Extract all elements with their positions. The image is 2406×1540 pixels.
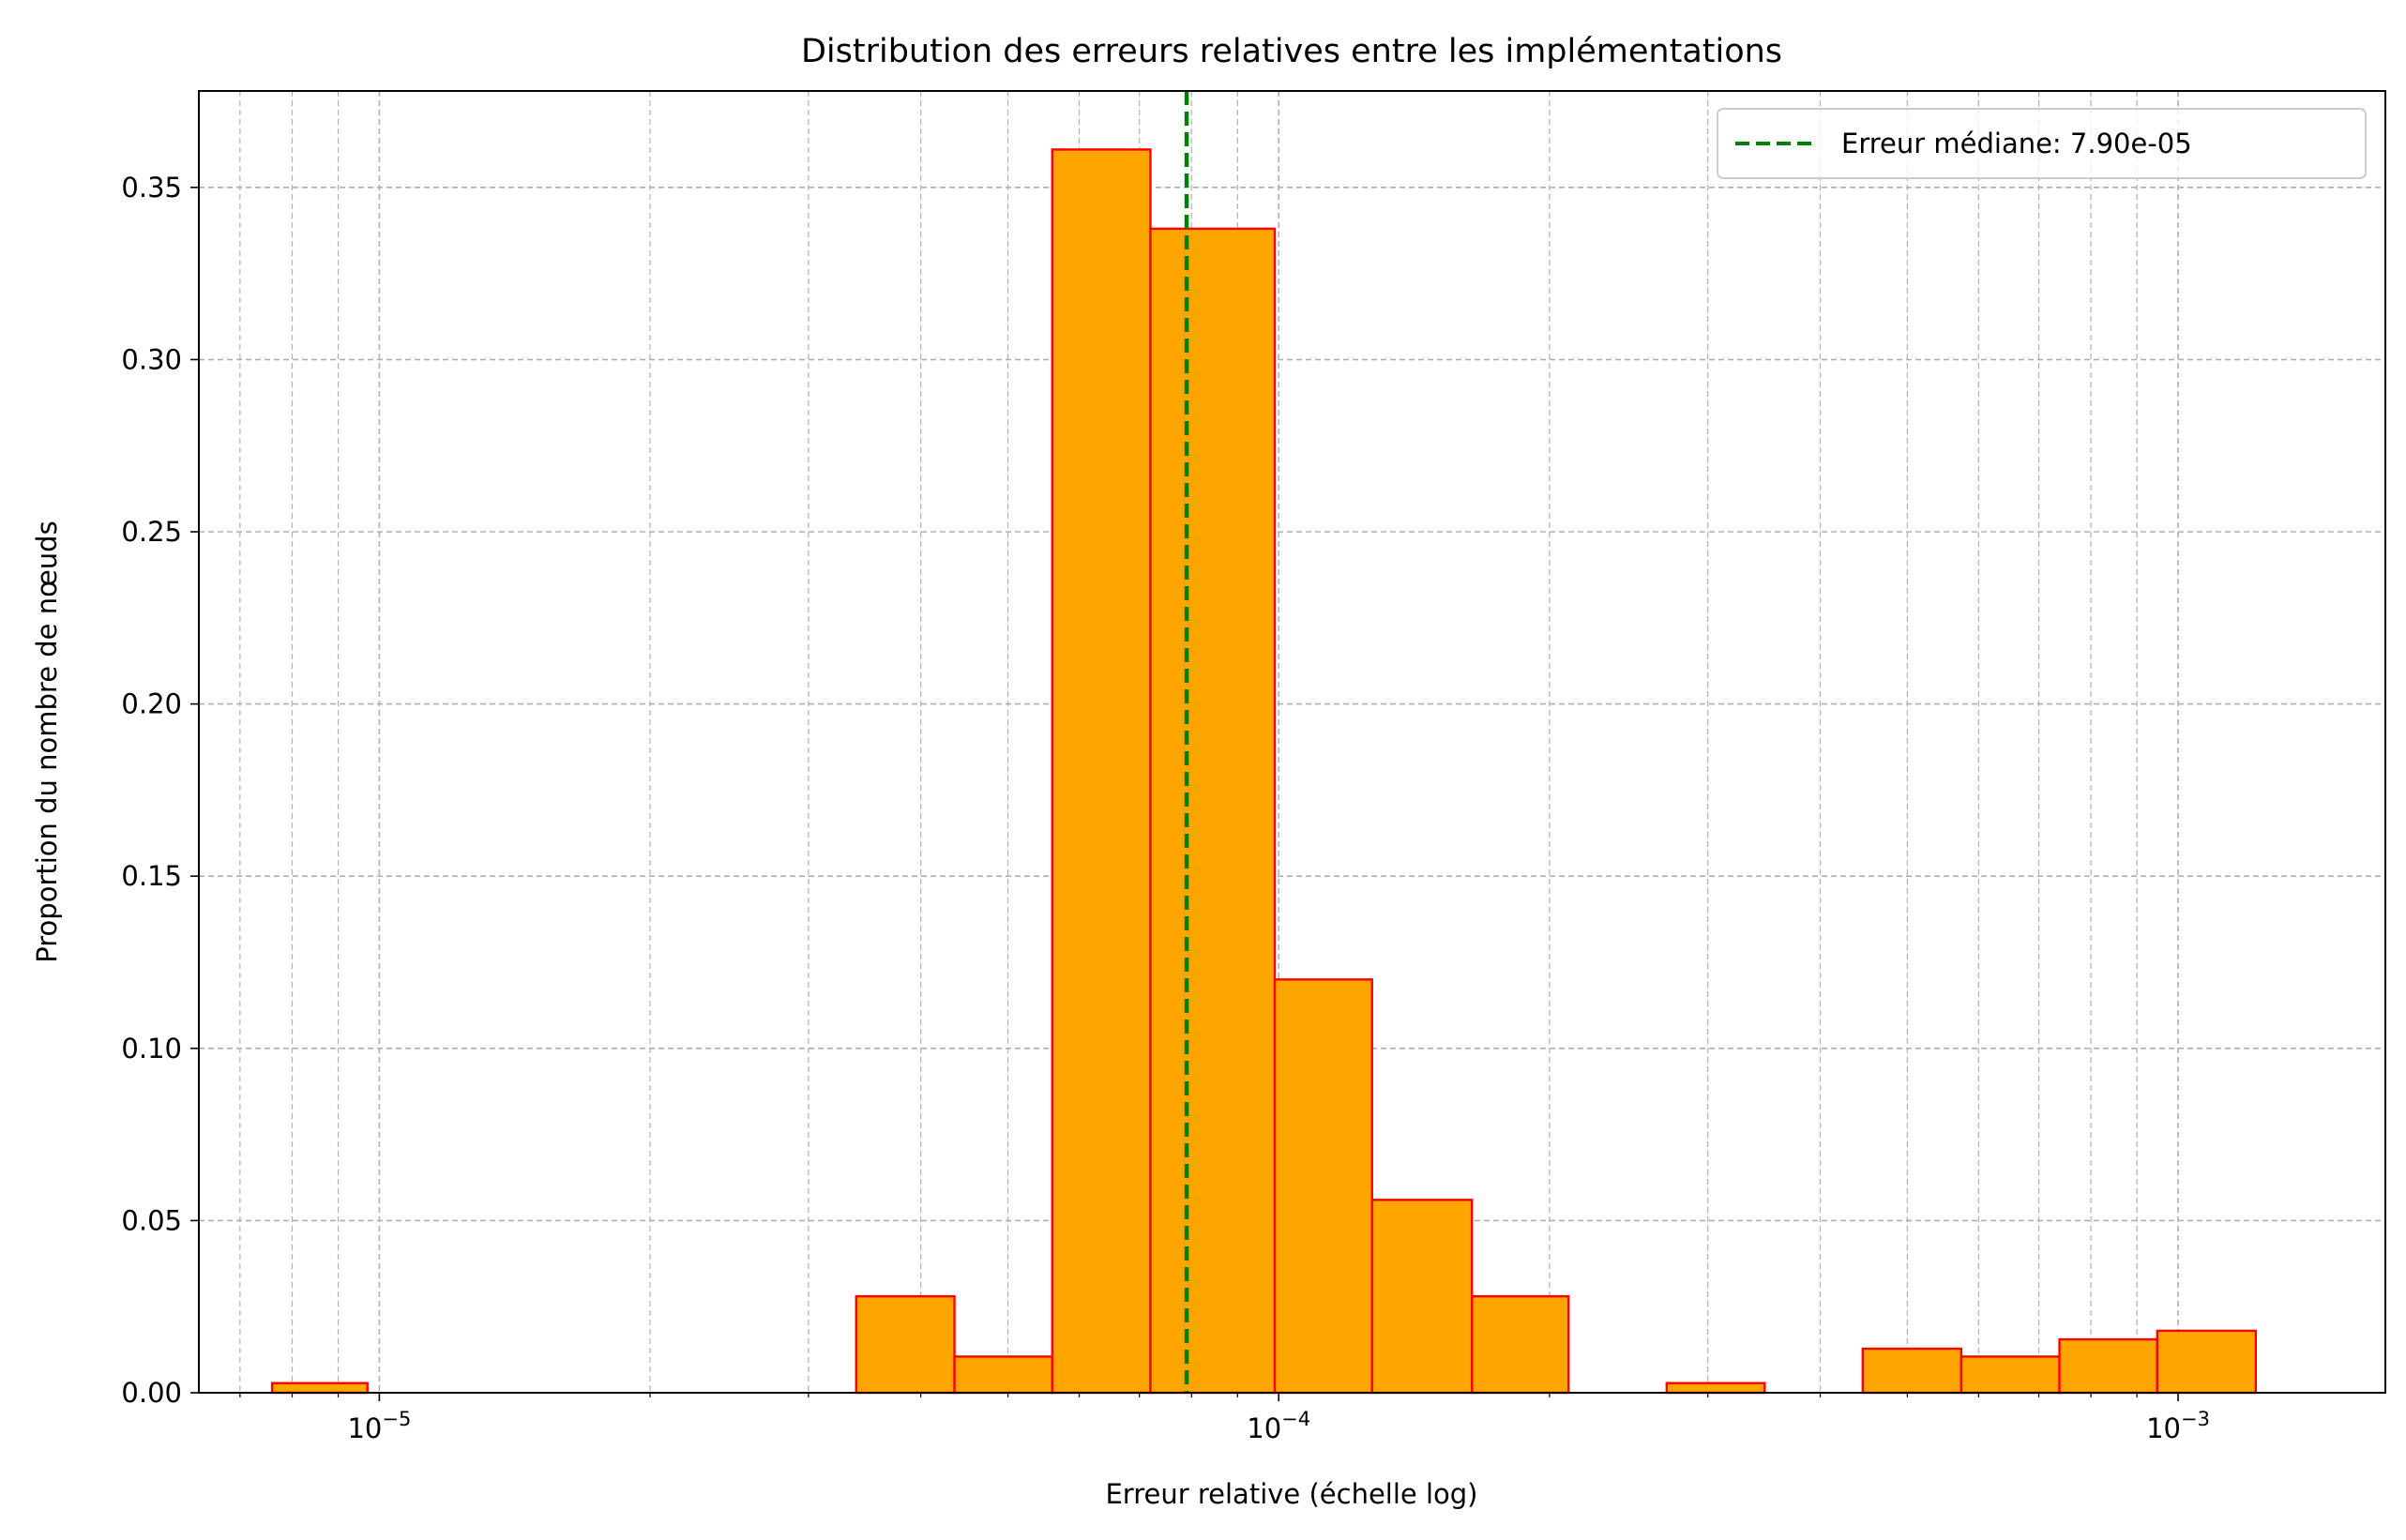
y-tick-label: 0.10 (121, 1033, 182, 1064)
chart-title: Distribution des erreurs relatives entre… (801, 33, 1782, 70)
y-tick-label: 0.35 (121, 172, 182, 204)
y-tick-label: 0.00 (121, 1377, 182, 1409)
histogram-bar (953, 1355, 1053, 1395)
histogram-bar (2156, 1329, 2258, 1395)
y-tick-label: 0.25 (121, 516, 182, 548)
histogram-bar (1149, 227, 1277, 1395)
y-tick-label: 0.30 (121, 343, 182, 375)
y-tick-label: 0.15 (121, 860, 182, 892)
histogram-bar (2058, 1337, 2159, 1395)
histogram-bar (1471, 1294, 1570, 1395)
legend-box (1717, 108, 2367, 179)
y-axis-label: Proportion du nombre de nœuds (31, 521, 63, 962)
histogram-bar (270, 1381, 369, 1395)
y-tick-label: 0.20 (121, 688, 182, 720)
legend-median-label: Erreur médiane: 7.90e-05 (1841, 128, 2192, 159)
histogram-bar (1960, 1355, 2061, 1395)
histogram-bar (855, 1294, 956, 1395)
x-tick-label: 10−3 (2146, 1408, 2210, 1444)
histogram-bar (1665, 1381, 1766, 1395)
y-tick-label: 0.05 (121, 1204, 182, 1236)
x-tick-label: 10−5 (347, 1408, 411, 1444)
x-tick-label: 10−4 (1247, 1408, 1310, 1444)
histogram-bar (1051, 148, 1152, 1395)
legend: Erreur médiane: 7.90e-05 (1717, 108, 2367, 179)
histogram-bars (270, 148, 2258, 1395)
histogram-bar (1370, 1199, 1474, 1395)
plot-frame (198, 90, 2386, 1394)
histogram-bar (1861, 1347, 1963, 1395)
x-axis-label: Erreur relative (échelle log) (1105, 1478, 1477, 1510)
axis-ticks: 0.00 0.05 0.10 0.15 0.20 0.25 0.30 0.35 10−5 10−4… (121, 172, 2210, 1444)
histogram-bar (1273, 978, 1373, 1395)
